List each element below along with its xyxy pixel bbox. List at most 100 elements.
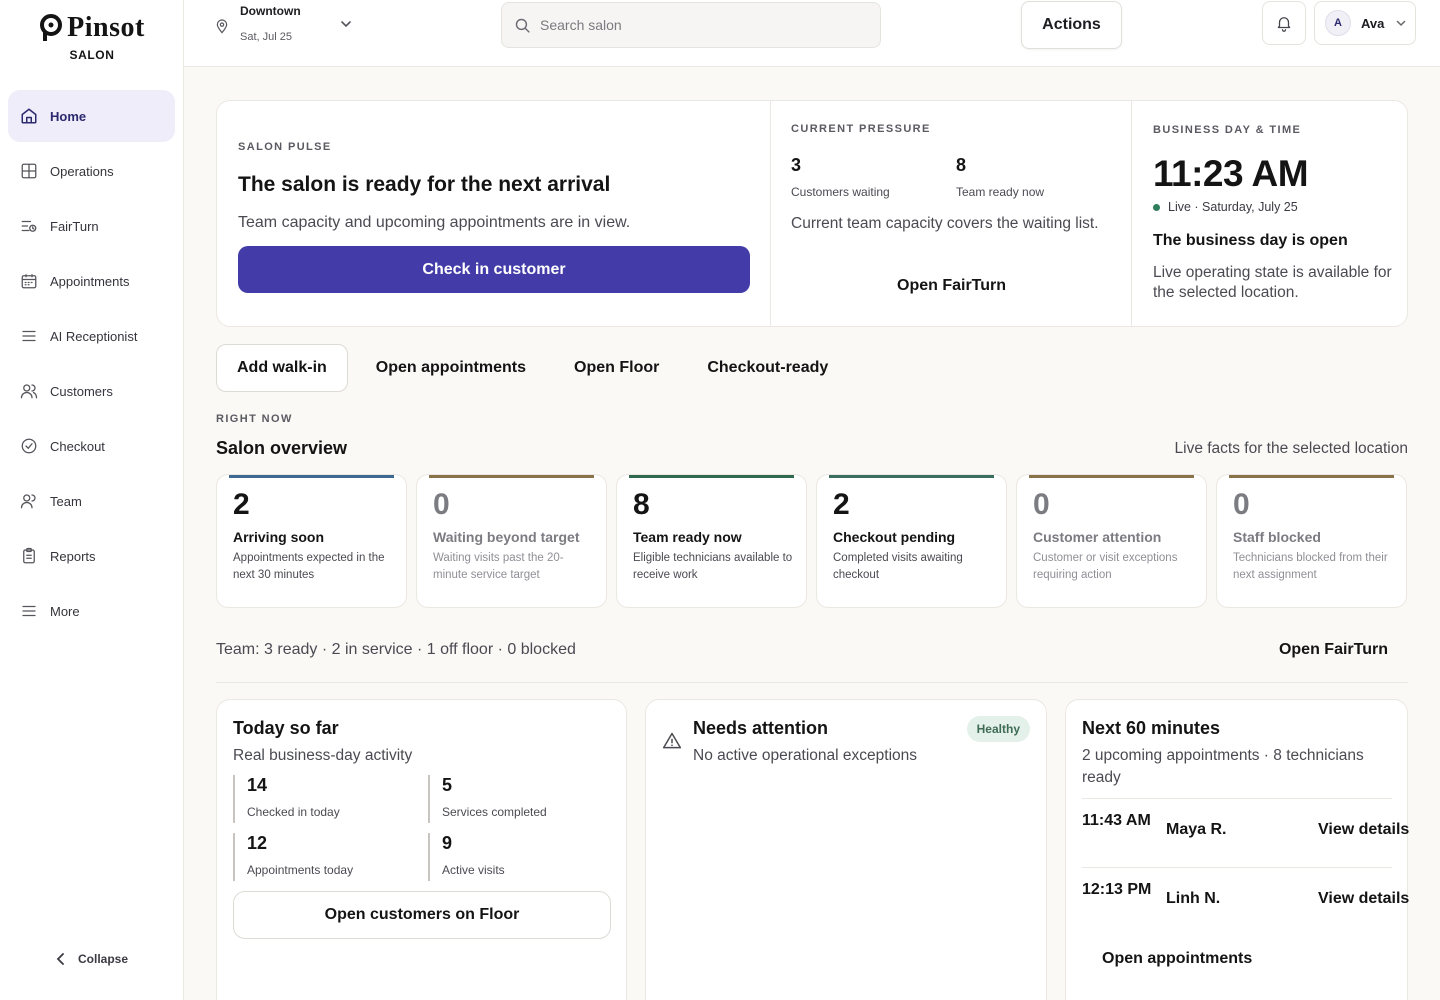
collapse-button[interactable]: Collapse <box>56 952 128 966</box>
customers-waiting-stat: 3 Customers waiting <box>791 155 956 199</box>
sidebar-item-team[interactable]: Team <box>8 475 175 527</box>
appointment-time: 11:43 AM <box>1082 812 1151 829</box>
open-customers-on-floor-button[interactable]: Open customers on Floor <box>233 891 611 939</box>
view-details-link[interactable]: View details <box>1318 821 1410 838</box>
stat-label: Customers waiting <box>791 185 890 199</box>
open-fairturn-link[interactable]: Open FairTurn <box>897 277 1007 294</box>
open-floor-button[interactable]: Open Floor <box>574 359 660 376</box>
stat-value: 0 <box>1033 488 1050 521</box>
sidebar-item-customers[interactable]: Customers <box>8 365 175 417</box>
pulse-title: The salon is ready for the next arrival <box>238 173 611 196</box>
checkout-ready-button[interactable]: Checkout-ready <box>707 359 829 376</box>
notifications-button[interactable] <box>1262 1 1306 45</box>
divider <box>770 101 771 326</box>
sidebar-item-fairturn[interactable]: FairTurn <box>8 200 175 252</box>
team-ready-card[interactable]: 8 Team ready now Eligible technicians avai… <box>616 474 807 608</box>
brand-subtitle: SALON <box>69 48 115 62</box>
menu-icon <box>22 330 36 342</box>
stat-accent-bar <box>429 475 594 478</box>
map-pin-icon <box>216 18 228 34</box>
sidebar-item-checkout[interactable]: Checkout <box>8 420 175 472</box>
sidebar-item-more[interactable]: More <box>8 585 175 637</box>
arriving-soon-card[interactable]: 2 Arriving soon Appointments expected in t… <box>216 474 407 608</box>
sidebar-item-ai-receptionist[interactable]: AI Receptionist <box>8 310 175 362</box>
appointments-today-stat: 12 Appointments today <box>233 833 413 881</box>
stat-label: Active visits <box>442 863 505 877</box>
open-appointments-button[interactable]: Open appointments <box>375 359 527 376</box>
team-ready-stat: 8 Team ready now <box>956 155 1121 199</box>
quick-actions: Add walk-in Open appointments Open Floor… <box>216 344 856 392</box>
waiting-beyond-target-card[interactable]: 0 Waiting beyond target Waiting visits pas… <box>416 474 607 608</box>
attention-title: Needs attention <box>693 718 829 738</box>
next-60-minutes-card: Next 60 minutes 2 upcoming appointments … <box>1065 699 1409 1000</box>
stat-value: 12 <box>247 833 268 853</box>
check-in-customer-button[interactable]: Check in customer <box>238 246 750 293</box>
customer-attention-card[interactable]: 0 Customer attention Customer or visit exc… <box>1016 474 1207 608</box>
user-name: Ava <box>1361 15 1385 31</box>
home-icon <box>21 108 37 124</box>
search-icon <box>515 18 530 33</box>
collapse-label: Collapse <box>78 952 129 966</box>
sidebar-item-reports[interactable]: Reports <box>8 530 175 582</box>
warning-icon <box>662 732 682 749</box>
sidebar-item-operations[interactable]: Operations <box>8 145 175 197</box>
stat-label: Team ready now <box>633 529 742 545</box>
stat-accent-bar <box>1229 475 1394 478</box>
overview-title: Salon overview <box>216 438 348 458</box>
user-menu[interactable]: A Ava <box>1314 1 1416 45</box>
appointment-row[interactable]: 11:43 AM Maya R. View details <box>1082 798 1409 867</box>
staff-blocked-card[interactable]: 0 Staff blocked Technicians blocked from t… <box>1216 474 1407 608</box>
open-appointments-link[interactable]: Open appointments <box>1102 950 1253 967</box>
appointment-time: 12:13 PM <box>1082 881 1152 898</box>
location-date: Sat, Jul 25 <box>240 31 292 43</box>
sidebar-item-label: Team <box>50 493 82 509</box>
active-visits-stat: 9 Active visits <box>428 833 608 881</box>
actions-button[interactable]: Actions <box>1021 1 1122 49</box>
live-label: Live · Saturday, July 25 <box>1168 200 1298 214</box>
calendar-icon <box>21 274 37 289</box>
add-walk-in-button[interactable]: Add walk-in <box>216 344 348 392</box>
clipboard-icon <box>23 547 35 564</box>
search-box <box>501 2 881 48</box>
pulse-eyebrow: SALON PULSE <box>238 141 332 153</box>
sidebar-item-appointments[interactable]: Appointments <box>8 255 175 307</box>
sidebar-item-label: AI Receptionist <box>50 328 138 344</box>
brand-logo[interactable]: Pinsot SALON <box>0 12 184 62</box>
today-card: Today so far Real business-day activity … <box>216 699 627 1000</box>
salon-pulse: SALON PULSE The salon is ready for the n… <box>238 141 630 232</box>
stat-description: Customer or visit exceptions requiring a… <box>1033 552 1178 581</box>
sidebar-item-label: Operations <box>50 163 114 179</box>
overview-eyebrow: RIGHT NOW <box>216 413 293 425</box>
menu-icon <box>22 605 36 617</box>
stat-value: 3 <box>791 155 802 175</box>
stat-label: Checkout pending <box>833 529 956 545</box>
team-icon <box>20 494 36 509</box>
sidebar-item-home[interactable]: Home <box>8 90 175 142</box>
users-icon <box>20 384 38 399</box>
appointment-row[interactable]: 12:13 PM Linh N. View details <box>1082 867 1409 936</box>
pulse-subtitle: Team capacity and upcoming appointments … <box>238 214 631 231</box>
checkout-pending-card[interactable]: 2 Checkout pending Completed visits awaiti… <box>816 474 1007 608</box>
stat-label: Waiting beyond target <box>433 529 580 545</box>
sidebar-item-label: Customers <box>50 383 113 399</box>
location-selector[interactable]: Downtown Sat, Jul 25 <box>214 4 351 43</box>
sidebar-nav: Home Operations FairTurn Appointments AI… <box>8 90 175 640</box>
sidebar-item-label: Home <box>50 108 87 124</box>
open-fairturn-link[interactable]: Open FairTurn <box>1278 641 1388 658</box>
current-time: 11:23 AM <box>1153 153 1309 194</box>
next-title: Next 60 minutes <box>1082 718 1221 738</box>
stat-label: Services completed <box>442 805 547 819</box>
search-input[interactable] <box>540 17 840 33</box>
stat-label: Team ready now <box>956 185 1045 199</box>
stat-accent-bar <box>629 475 794 478</box>
stat-value: 14 <box>247 775 268 795</box>
divider <box>1131 101 1132 326</box>
sidebar-item-label: FairTurn <box>50 218 99 234</box>
stat-description: Waiting visits past the 20-minute servic… <box>433 552 564 581</box>
needs-attention-card: Needs attention No active operational ex… <box>645 699 1047 1000</box>
appointment-customer: Maya R. <box>1166 821 1227 838</box>
stat-accent-bar <box>229 475 394 478</box>
pin-logo-icon <box>40 14 63 41</box>
sidebar-item-label: More <box>50 603 80 619</box>
view-details-link[interactable]: View details <box>1318 890 1410 907</box>
